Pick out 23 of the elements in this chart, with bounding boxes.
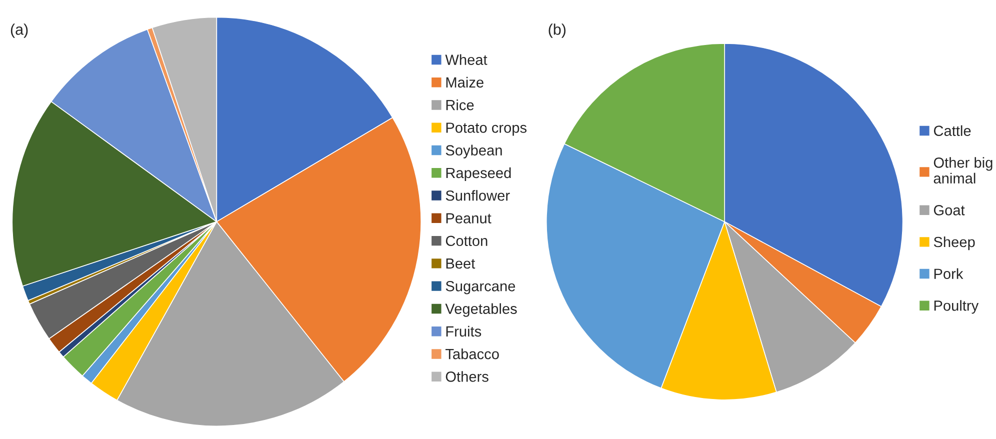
chart-title: (a) xyxy=(10,24,28,38)
legend-label: Peanut xyxy=(446,213,492,224)
legend-label: Other big animal xyxy=(934,157,992,184)
legend-label: Goat xyxy=(934,205,965,216)
legend-label: Rapeseed xyxy=(446,167,511,182)
legend-label: Soybean xyxy=(446,144,502,158)
legend-label: Others xyxy=(446,371,488,382)
legend-label: Beet xyxy=(446,258,476,269)
legend-label: Vegetables xyxy=(445,303,517,317)
legend-label: Sugarcane xyxy=(446,280,516,294)
legend-label: Fruits xyxy=(446,326,482,337)
legend-label: Maize xyxy=(446,76,484,88)
chart-title: (b) xyxy=(548,24,566,38)
legend-label: Rice xyxy=(446,100,474,110)
legend-label: Tabacco xyxy=(446,348,499,360)
legend-label: Poultry xyxy=(934,300,979,314)
legend-label: Sunflower xyxy=(446,190,510,201)
legend-label: Cotton xyxy=(446,236,488,246)
legend-label: Pork xyxy=(934,268,964,280)
legend-label: Wheat xyxy=(445,54,488,65)
legend-label: Sheep xyxy=(934,236,975,250)
legend-label: Cattle xyxy=(934,125,971,136)
legend-label: Potato crops xyxy=(446,122,527,136)
